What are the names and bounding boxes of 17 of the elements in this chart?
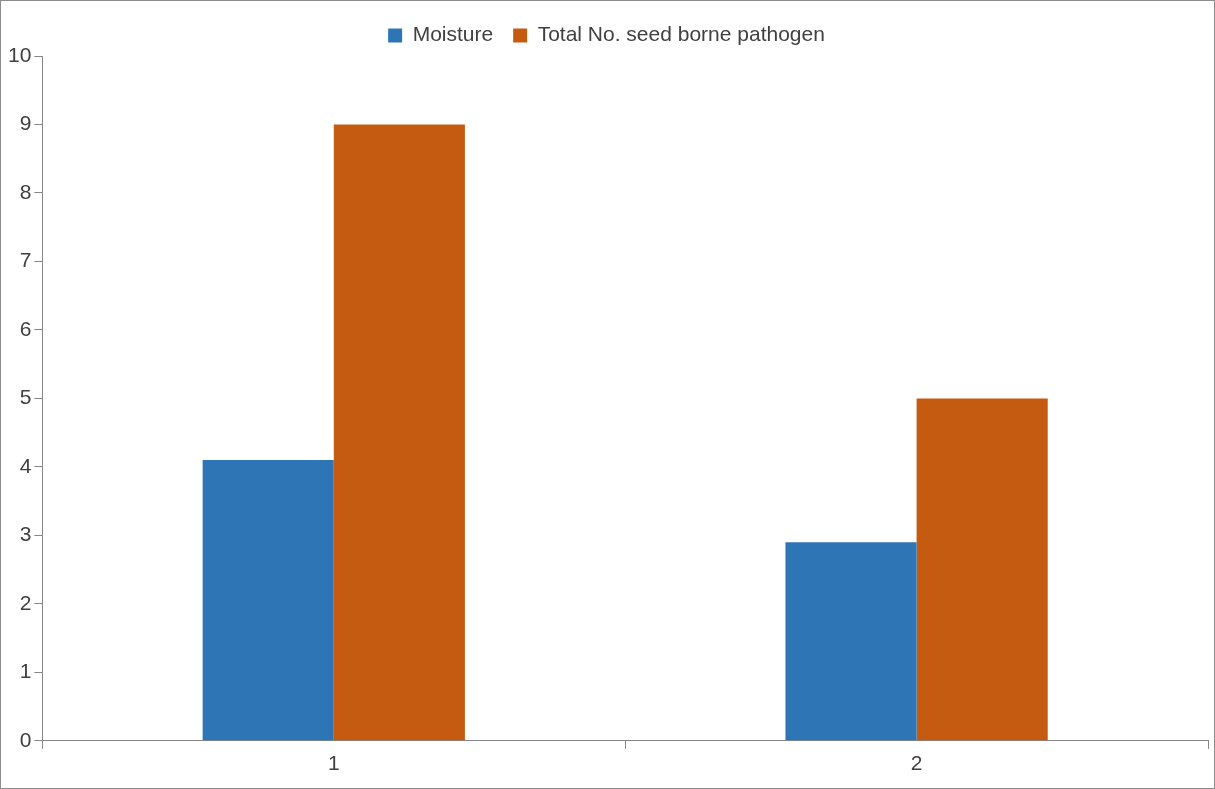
bar: [916, 398, 1048, 741]
y-tick-label: 4: [19, 453, 32, 477]
y-tick-label: 1: [19, 659, 32, 683]
legend-label: Moisture: [412, 22, 494, 46]
bar: [202, 460, 334, 741]
y-tick-label: 6: [19, 316, 32, 340]
y-tick-label: 7: [19, 248, 32, 272]
y-tick-label: 8: [19, 179, 32, 203]
legend-label: Total No. seed borne pathogen: [537, 22, 825, 46]
y-tick-label: 2: [19, 590, 32, 614]
y-tick-label: 3: [19, 522, 32, 546]
bar: [333, 124, 465, 741]
y-tick-label: 10: [8, 42, 32, 66]
bar: [785, 542, 917, 741]
y-tick-label: 0: [19, 727, 32, 751]
y-tick-label: 9: [19, 111, 32, 135]
y-tick-label: 5: [19, 385, 32, 409]
